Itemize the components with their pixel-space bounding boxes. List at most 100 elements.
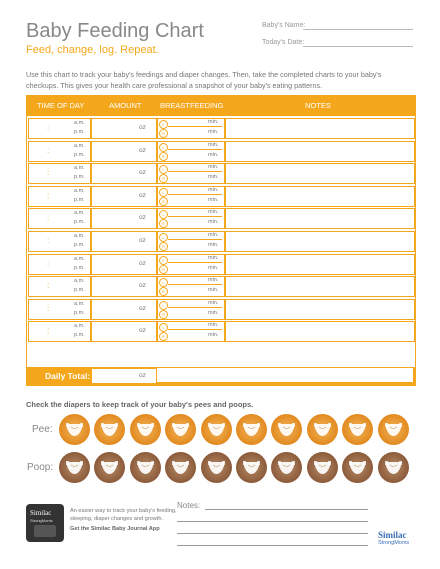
left-side-icon[interactable]: L [159,165,168,174]
notes-field[interactable] [225,231,415,252]
right-side-icon[interactable]: R [159,219,168,228]
app-cta[interactable]: Get the Similac Baby Journal App [70,526,160,533]
pee-diaper-checkbox[interactable] [342,414,374,445]
right-side-icon[interactable]: R [159,174,168,183]
breastfeeding-field[interactable]: L min. R min. [157,276,225,297]
amount-field[interactable]: oz [91,118,157,139]
breastfeeding-field[interactable]: L min. R min. [157,208,225,229]
poop-diaper-checkbox[interactable] [200,452,232,483]
right-side-icon[interactable]: R [159,197,168,206]
notes-field[interactable] [225,118,415,139]
breastfeeding-field[interactable]: L min. R min. [157,321,225,342]
breastfeeding-field[interactable]: L min. R min. [157,254,225,275]
amount-field[interactable]: oz [91,299,157,320]
notes-field[interactable] [225,208,415,229]
daily-total-notes[interactable] [157,368,413,382]
left-side-icon[interactable]: L [159,233,168,242]
left-side-icon[interactable]: L [159,120,168,129]
breastfeeding-field[interactable]: L min. R min. [157,231,225,252]
amount-field[interactable]: oz [91,186,157,207]
notes-field[interactable] [225,141,415,162]
breastfeeding-field[interactable]: L min. R min. [157,118,225,139]
notes-line-3[interactable] [177,533,368,534]
right-side-icon[interactable]: R [159,287,168,296]
breastfeeding-field[interactable]: L min. R min. [157,186,225,207]
poop-diaper-checkbox[interactable] [94,452,126,483]
right-side-icon[interactable]: R [159,310,168,319]
right-side-icon[interactable]: R [159,152,168,161]
time-field[interactable]: : a.m. p.m. [28,276,91,297]
left-side-icon[interactable]: L [159,323,168,332]
pee-diaper-checkbox[interactable] [236,414,267,445]
right-side-icon[interactable]: R [159,332,168,341]
poop-diaper-checkbox[interactable] [306,452,338,483]
pee-diaper-checkbox[interactable] [129,414,161,445]
pee-diaper-checkbox[interactable] [200,414,232,445]
notes-line-1[interactable] [205,509,368,510]
left-side-icon[interactable]: L [159,210,168,219]
pee-diaper-checkbox[interactable] [59,414,90,445]
time-field[interactable]: : a.m. p.m. [28,299,91,320]
pm-label: p.m. [74,197,85,203]
notes-field[interactable] [225,321,415,342]
right-side-icon[interactable]: R [159,129,168,138]
pee-diaper-checkbox[interactable] [271,414,303,445]
pee-diaper-checkbox[interactable] [306,414,338,445]
daily-total-field[interactable]: oz [91,368,157,384]
left-side-icon[interactable]: L [159,256,168,265]
amount-field[interactable]: oz [91,321,157,342]
amount-field[interactable]: oz [91,254,157,275]
poop-diaper-checkbox[interactable] [59,452,90,483]
oz-label: oz [139,169,146,176]
app-description-text: An easier way to track your baby's feedi… [70,508,177,523]
poop-diaper-checkbox[interactable] [377,452,409,483]
left-side-icon[interactable]: L [159,143,168,152]
breastfeeding-field[interactable]: L min. R min. [157,141,225,162]
pee-diaper-checkbox[interactable] [94,414,126,445]
time-field[interactable]: : a.m. p.m. [28,208,91,229]
diaper-shape [207,423,225,436]
left-side-icon[interactable]: L [159,301,168,310]
right-side-icon[interactable]: R [159,242,168,251]
time-field[interactable]: : a.m. p.m. [28,163,91,184]
breastfeeding-field[interactable]: L min. R min. [157,163,225,184]
breastfeeding-field[interactable]: L min. R min. [157,299,225,320]
amount-field[interactable]: oz [91,141,157,162]
oz-label: oz [139,327,146,334]
notes-field[interactable] [225,163,415,184]
notes-field[interactable] [225,254,415,275]
poop-diaper-checkbox[interactable] [271,452,303,483]
poop-diaper-checkbox[interactable] [236,452,267,483]
time-field[interactable]: : a.m. p.m. [28,254,91,275]
right-side-icon[interactable]: R [159,265,168,274]
poop-diaper-checkbox[interactable] [129,452,161,483]
amount-field[interactable]: oz [91,276,157,297]
pee-diaper-checkbox[interactable] [165,414,197,445]
notes-field[interactable] [225,276,415,297]
time-field[interactable]: : a.m. p.m. [28,141,91,162]
todays-date-field[interactable] [303,37,413,47]
time-field[interactable]: : a.m. p.m. [28,118,91,139]
notes-field[interactable] [225,299,415,320]
amount-field[interactable]: oz [91,163,157,184]
oz-label: oz [139,237,146,244]
oz-label: oz [139,305,146,312]
baby-name-field[interactable] [303,20,413,30]
time-field[interactable]: : a.m. p.m. [28,186,91,207]
app-icon[interactable]: Similac StrongMoms [26,504,64,542]
notes-field[interactable] [225,186,415,207]
pee-diaper-checkbox[interactable] [377,414,409,445]
right-min-label: min. [208,219,219,225]
poop-diaper-checkbox[interactable] [342,452,374,483]
time-field[interactable]: : a.m. p.m. [28,231,91,252]
time-field[interactable]: : a.m. p.m. [28,321,91,342]
notes-line-2[interactable] [177,521,368,522]
amount-field[interactable]: oz [91,231,157,252]
left-side-icon[interactable]: L [159,188,168,197]
left-divider [168,307,222,308]
table-row: : a.m. p.m. oz L min. R min. [27,254,415,275]
amount-field[interactable]: oz [91,208,157,229]
poop-diaper-checkbox[interactable] [165,452,197,483]
notes-line-4[interactable] [177,545,368,546]
left-side-icon[interactable]: L [159,278,168,287]
